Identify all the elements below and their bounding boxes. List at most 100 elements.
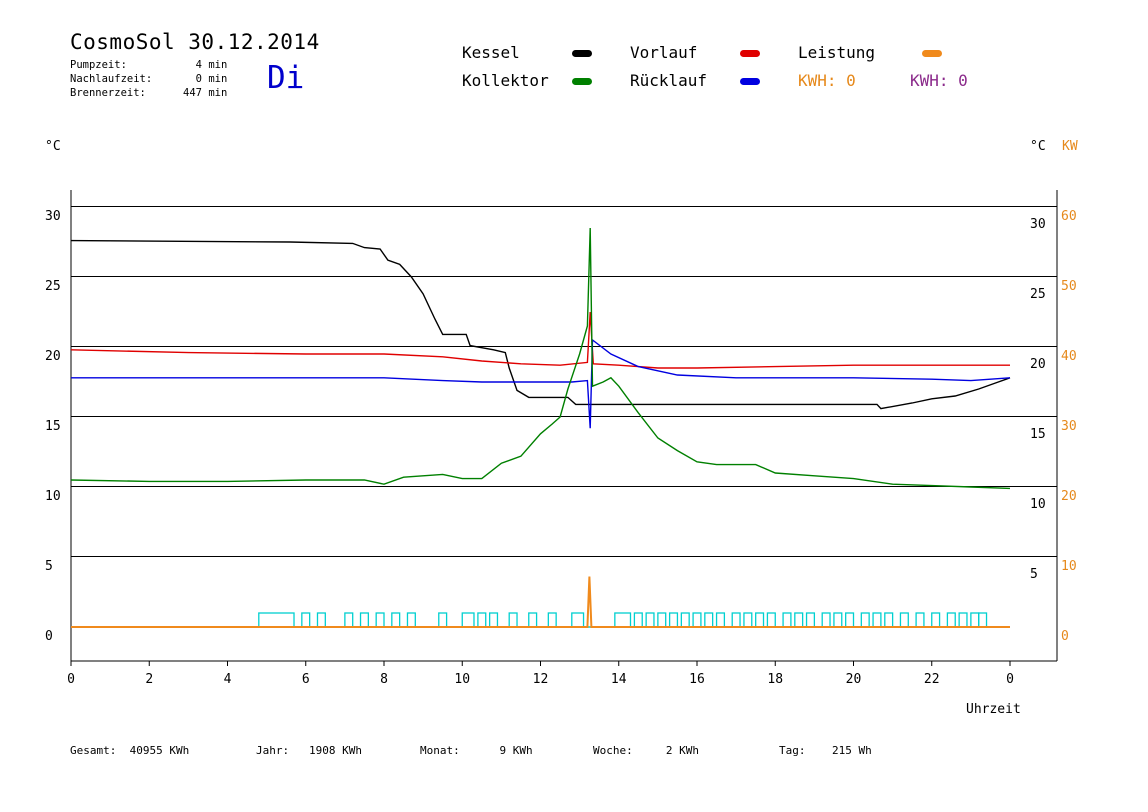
pump-pulse-28 <box>766 612 776 628</box>
kw-tick-40: 40 <box>1061 349 1077 364</box>
brennerzeit-unit: min <box>208 87 228 99</box>
pump-pulse-22 <box>692 612 702 628</box>
x-tick-10: 20 <box>846 672 862 687</box>
footer-woche-value: 2 KWh <box>665 744 699 757</box>
footer-jahr-value: 1908 KWh <box>309 744 362 757</box>
kw-tick-30: 30 <box>1061 419 1077 434</box>
footer-tag-label: Tag: <box>779 744 806 757</box>
y-left-tick-0: 0 <box>45 629 53 644</box>
pump-pulse-33 <box>833 612 843 628</box>
pump-pulse-0 <box>258 612 295 628</box>
pump-pulse-10 <box>477 612 487 628</box>
pump-pulse-37 <box>884 612 894 628</box>
pump-pulse-20 <box>668 612 679 628</box>
pump-pulse-9 <box>461 612 475 628</box>
kw-tick-0: 0 <box>1061 629 1069 644</box>
pump-pulse-27 <box>755 612 765 628</box>
pump-pulse-6 <box>391 612 401 628</box>
pump-pulse-23 <box>704 612 714 628</box>
pump-pulse-35 <box>860 612 870 628</box>
footer-monat: Monat: 9 KWh <box>420 744 533 757</box>
pump-pulse-3 <box>344 612 354 628</box>
y-right-tick-15: 15 <box>1030 427 1046 442</box>
y-right-tick-30: 30 <box>1030 217 1046 232</box>
pump-pulse-1 <box>301 612 311 628</box>
footer-gesamt-value: 40955 KWh <box>129 744 190 757</box>
kw-tick-60: 60 <box>1061 209 1077 224</box>
footer-jahr: Jahr: 1908 KWh <box>256 744 362 757</box>
pump-pulse-26 <box>743 612 753 628</box>
legend-kessel-swatch <box>572 50 592 57</box>
chart-title: CosmoSol 30.12.2014 <box>70 30 320 54</box>
y-right-tick-5: 5 <box>1030 567 1038 582</box>
pump-pulse-16 <box>614 612 632 628</box>
pump-pulse-21 <box>680 612 690 628</box>
legend-kollektor-swatch <box>572 78 592 85</box>
x-tick-2: 4 <box>224 672 232 687</box>
pump-pulse-34 <box>845 612 855 628</box>
footer-gesamt: Gesamt: 40955 KWh <box>70 744 189 757</box>
right-unit-label: °C <box>1030 139 1046 154</box>
weekday-label: Di <box>267 60 305 96</box>
x-tick-6: 12 <box>533 672 549 687</box>
series-leistung <box>71 576 1010 628</box>
legend-ruecklauf-swatch <box>740 78 760 85</box>
legend-ruecklauf: Rücklauf <box>630 71 708 90</box>
pump-pulse-40 <box>931 612 941 628</box>
pump-pulse-8 <box>438 612 448 628</box>
kw-unit-label: KW <box>1062 139 1078 154</box>
nachlaufzeit-label: Nachlaufzeit: <box>70 73 153 85</box>
pump-pulse-12 <box>508 612 518 628</box>
footer-tag: Tag: 215 Wh <box>779 744 872 757</box>
y-left-tick-15: 15 <box>45 419 61 434</box>
y-left-tick-20: 20 <box>45 349 61 364</box>
pump-pulse-19 <box>657 612 667 628</box>
series-kollektor <box>70 227 1011 490</box>
brennerzeit-row: Brennerzeit: 447 min <box>70 86 227 100</box>
footer-woche: Woche: 2 KWh <box>593 744 699 757</box>
x-tick-12: 0 <box>1006 672 1014 687</box>
x-tick-5: 10 <box>454 672 470 687</box>
legend-kwh-orange: KWH: 0 <box>798 71 856 90</box>
pump-pulse-4 <box>359 612 369 628</box>
pump-pulse-11 <box>488 612 499 628</box>
pump-pulse-24 <box>715 612 726 628</box>
footer-gesamt-label: Gesamt: <box>70 744 117 757</box>
nachlaufzeit-value: 0 <box>195 73 202 85</box>
pump-pulse-44 <box>978 612 988 628</box>
kw-tick-50: 50 <box>1061 279 1077 294</box>
pump-pulse-36 <box>872 612 882 628</box>
pump-pulse-14 <box>547 612 557 628</box>
legend-vorlauf: Vorlauf <box>630 43 698 62</box>
pumpzeit-value: 4 <box>195 59 202 71</box>
legend-leistung-swatch <box>922 50 942 57</box>
series-kessel <box>70 239 1011 410</box>
x-tick-8: 16 <box>689 672 705 687</box>
y-left-tick-5: 5 <box>45 559 53 574</box>
legend-kwh-purple: KWH: 0 <box>910 71 968 90</box>
pumpzeit-label: Pumpzeit: <box>70 59 127 71</box>
footer-woche-label: Woche: <box>593 744 633 757</box>
nachlaufzeit-row: Nachlaufzeit: 0 min <box>70 72 227 86</box>
pump-pulse-41 <box>946 612 956 628</box>
y-left-tick-30: 30 <box>45 209 61 224</box>
pump-pulse-32 <box>821 612 831 628</box>
nachlaufzeit-unit: min <box>208 73 228 85</box>
x-tick-0: 0 <box>67 672 75 687</box>
pump-pulse-13 <box>528 612 538 628</box>
legend-leistung: Leistung <box>798 43 876 62</box>
y-right-tick-25: 25 <box>1030 287 1046 302</box>
y-left-tick-10: 10 <box>45 489 61 504</box>
y-right-tick-10: 10 <box>1030 497 1046 512</box>
y-right-tick-20: 20 <box>1030 357 1046 372</box>
pump-pulse-5 <box>375 612 385 628</box>
footer-jahr-label: Jahr: <box>256 744 290 757</box>
y-left-tick-25: 25 <box>45 279 61 294</box>
legend-kessel: Kessel <box>462 43 520 62</box>
pumpzeit-row: Pumpzeit: 4 min <box>70 58 227 72</box>
x-tick-11: 22 <box>924 672 940 687</box>
x-tick-7: 14 <box>611 672 627 687</box>
footer-monat-label: Monat: <box>420 744 460 757</box>
series-vorlauf <box>70 311 1010 369</box>
